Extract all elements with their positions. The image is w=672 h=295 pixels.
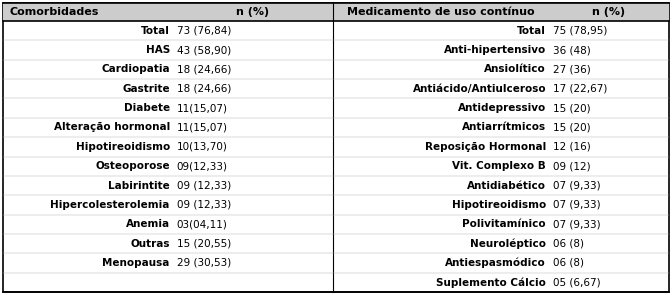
- Text: Anti-hipertensivo: Anti-hipertensivo: [444, 45, 546, 55]
- Text: 12 (16): 12 (16): [553, 142, 591, 152]
- Text: 07 (9,33): 07 (9,33): [553, 219, 601, 229]
- Text: 06 (8): 06 (8): [553, 239, 584, 249]
- Text: 43 (58,90): 43 (58,90): [177, 45, 231, 55]
- Text: 18 (24,66): 18 (24,66): [177, 84, 231, 94]
- Text: 09(12,33): 09(12,33): [177, 161, 228, 171]
- Text: Labirintite: Labirintite: [108, 181, 170, 191]
- Text: 03(04,11): 03(04,11): [177, 219, 228, 229]
- Text: Antiácido/Antiulceroso: Antiácido/Antiulceroso: [413, 84, 546, 94]
- Text: 18 (24,66): 18 (24,66): [177, 64, 231, 74]
- Text: 09 (12): 09 (12): [553, 161, 591, 171]
- Text: Cardiopatia: Cardiopatia: [101, 64, 170, 74]
- Text: Hipotireoidismo: Hipotireoidismo: [452, 200, 546, 210]
- Text: Suplemento Cálcio: Suplemento Cálcio: [436, 277, 546, 288]
- Text: Anemia: Anemia: [126, 219, 170, 229]
- Text: 15 (20,55): 15 (20,55): [177, 239, 231, 249]
- Text: n (%): n (%): [236, 7, 269, 17]
- Text: Antidiabético: Antidiabético: [467, 181, 546, 191]
- Text: Menopausa: Menopausa: [102, 258, 170, 268]
- Text: 09 (12,33): 09 (12,33): [177, 181, 231, 191]
- Text: Comorbidades: Comorbidades: [9, 7, 98, 17]
- Text: Medicamento de uso contínuo: Medicamento de uso contínuo: [347, 7, 535, 17]
- Text: 11(15,07): 11(15,07): [177, 103, 228, 113]
- Text: Hipotireoidismo: Hipotireoidismo: [75, 142, 170, 152]
- Text: Osteoporose: Osteoporose: [95, 161, 170, 171]
- Text: Alteração hormonal: Alteração hormonal: [54, 122, 170, 132]
- Bar: [3, 3, 669, 21]
- Text: Total: Total: [141, 26, 170, 36]
- Text: Neuroléptico: Neuroléptico: [470, 238, 546, 249]
- Text: Hipercolesterolemia: Hipercolesterolemia: [50, 200, 170, 210]
- Text: n (%): n (%): [593, 7, 626, 17]
- Text: Reposição Hormonal: Reposição Hormonal: [425, 142, 546, 152]
- Text: 36 (48): 36 (48): [553, 45, 591, 55]
- Text: 75 (78,95): 75 (78,95): [553, 26, 607, 36]
- Text: 15 (20): 15 (20): [553, 103, 591, 113]
- Text: Gastrite: Gastrite: [122, 84, 170, 94]
- Text: 27 (36): 27 (36): [553, 64, 591, 74]
- Text: 09 (12,33): 09 (12,33): [177, 200, 231, 210]
- Text: Diabete: Diabete: [124, 103, 170, 113]
- Text: 11(15,07): 11(15,07): [177, 122, 228, 132]
- Text: 07 (9,33): 07 (9,33): [553, 200, 601, 210]
- Text: 15 (20): 15 (20): [553, 122, 591, 132]
- Text: Antiarrítmicos: Antiarrítmicos: [462, 122, 546, 132]
- Text: Ansiolítico: Ansiolítico: [485, 64, 546, 74]
- Text: 17 (22,67): 17 (22,67): [553, 84, 607, 94]
- Text: Antiespasmódico: Antiespasmódico: [446, 258, 546, 268]
- Text: Vit. Complexo B: Vit. Complexo B: [452, 161, 546, 171]
- Text: 29 (30,53): 29 (30,53): [177, 258, 231, 268]
- Text: 05 (6,67): 05 (6,67): [553, 277, 601, 287]
- Text: 73 (76,84): 73 (76,84): [177, 26, 231, 36]
- Text: Total: Total: [517, 26, 546, 36]
- Text: Antidepressivo: Antidepressivo: [458, 103, 546, 113]
- Text: 06 (8): 06 (8): [553, 258, 584, 268]
- Text: 10(13,70): 10(13,70): [177, 142, 228, 152]
- Text: 07 (9,33): 07 (9,33): [553, 181, 601, 191]
- Text: HAS: HAS: [146, 45, 170, 55]
- Text: Polivitamínico: Polivitamínico: [462, 219, 546, 229]
- Text: Outras: Outras: [130, 239, 170, 249]
